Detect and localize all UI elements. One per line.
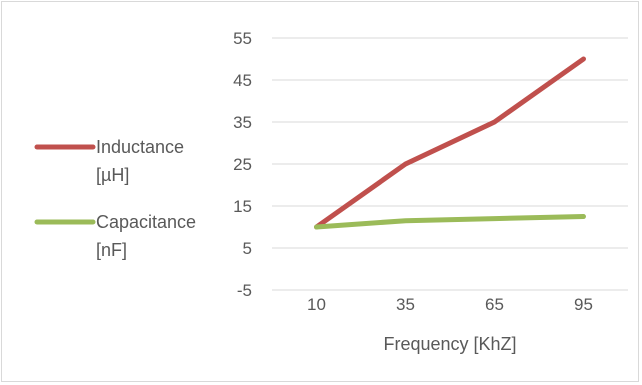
y-axis-ticks: 55 45 35 25 15 5 -5 xyxy=(233,29,252,300)
legend-label-1: Capacitance xyxy=(96,212,196,232)
y-tick-label: -5 xyxy=(237,281,252,300)
y-tick-label: 25 xyxy=(233,155,252,174)
x-axis-ticks: 10 35 65 95 xyxy=(307,295,593,314)
series-line-1 xyxy=(314,214,586,230)
series-line-0 xyxy=(314,56,586,230)
legend-label-1: [nF] xyxy=(96,240,127,260)
y-tick-label: 45 xyxy=(233,71,252,90)
x-tick-label: 95 xyxy=(574,295,593,314)
y-tick-label: 55 xyxy=(233,29,252,48)
x-axis-title: Frequency [KhZ] xyxy=(383,334,516,354)
series-lines xyxy=(314,56,586,230)
y-tick-label: 35 xyxy=(233,113,252,132)
legend: Inductance [µH] Capacitance [nF] xyxy=(34,137,196,260)
y-tick-label: 5 xyxy=(243,239,252,258)
x-tick-label: 65 xyxy=(485,295,504,314)
x-tick-label: 35 xyxy=(396,295,415,314)
legend-label-0: [µH] xyxy=(96,165,129,185)
gridlines xyxy=(272,37,628,291)
y-tick-label: 15 xyxy=(233,197,252,216)
x-tick-label: 10 xyxy=(307,295,326,314)
legend-label-0: Inductance xyxy=(96,137,184,157)
